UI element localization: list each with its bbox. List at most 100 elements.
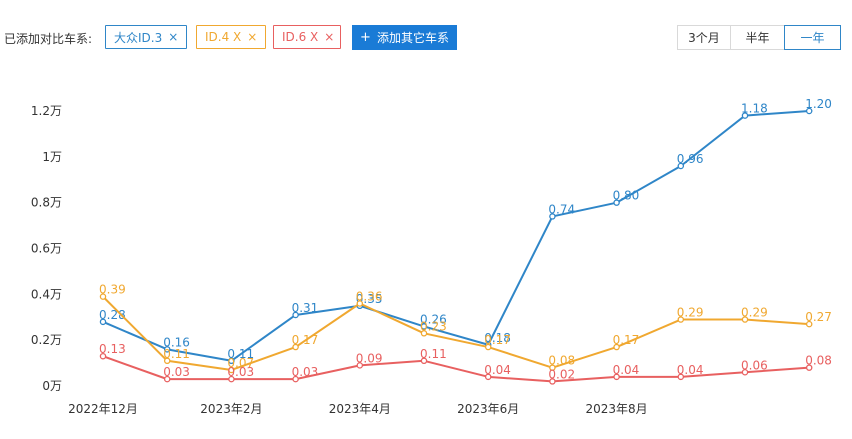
data-label: 0.06: [741, 358, 768, 372]
data-point: [99, 293, 107, 300]
data-point: [741, 368, 749, 376]
data-point: [228, 366, 235, 374]
data-point: [613, 199, 620, 206]
data-point: [677, 162, 685, 170]
data-point: [228, 375, 235, 383]
data-point: [805, 107, 813, 115]
data-label: 0.03: [227, 365, 254, 379]
close-icon[interactable]: ×: [247, 30, 258, 44]
data-point: [228, 357, 235, 365]
series-chip-id4x[interactable]: ID.4 X ×: [196, 25, 266, 49]
data-label: 0.04: [613, 363, 640, 377]
data-label: 0.03: [292, 365, 319, 379]
data-label: 0.23: [420, 319, 447, 333]
series-chip-id3[interactable]: 大众ID.3 ×: [105, 25, 187, 49]
data-label: 0.09: [356, 351, 383, 365]
data-label: 0.17: [292, 333, 319, 347]
data-label: 0.27: [805, 310, 832, 324]
plus-icon: +: [360, 30, 371, 45]
data-label: 0.96: [677, 152, 704, 166]
data-label: 0.03: [163, 365, 190, 379]
y-tick-label: 1万: [42, 150, 62, 164]
y-tick-label: 0.2万: [31, 333, 62, 347]
data-point: [805, 320, 813, 328]
data-label: 0.07: [227, 356, 254, 370]
x-tick-label: 2023年8月: [586, 402, 648, 416]
data-point: [292, 375, 299, 383]
data-point: [613, 373, 620, 381]
x-tick-label: 2023年2月: [200, 402, 262, 416]
data-point: [356, 300, 364, 307]
data-point: [677, 373, 685, 381]
data-label: 0.11: [163, 347, 190, 361]
data-label: 0.11: [420, 347, 447, 361]
data-point: [805, 364, 813, 371]
data-point: [420, 323, 428, 330]
data-label: 0.08: [805, 354, 832, 368]
data-point: [163, 357, 171, 365]
data-point: [484, 343, 492, 351]
data-point: [163, 375, 171, 383]
data-label: 0.11: [227, 347, 254, 361]
series-chip-label: ID.4 X: [205, 30, 242, 44]
data-label: 0.02: [548, 367, 575, 381]
data-point: [420, 357, 428, 365]
close-icon[interactable]: ×: [168, 30, 179, 44]
data-point: [356, 362, 364, 369]
range-3-months-button[interactable]: 3个月: [677, 25, 731, 50]
add-series-button[interactable]: + 添加其它车系: [352, 25, 457, 50]
data-label: 0.13: [99, 342, 126, 356]
data-label: 0.08: [548, 354, 575, 368]
data-point: [292, 311, 299, 319]
series-chip-id6x[interactable]: ID.6 X ×: [273, 25, 341, 49]
data-point: [99, 352, 107, 360]
data-label: 1.18: [741, 102, 768, 116]
data-point: [549, 213, 556, 220]
x-tick-label: 2022年12月: [68, 402, 138, 416]
data-label: 0.18: [484, 331, 511, 345]
data-label: 0.31: [292, 301, 319, 315]
data-label: 0.26: [420, 312, 447, 326]
data-label: 0.29: [677, 306, 704, 320]
compare-label: 已添加对比车系:: [4, 32, 93, 46]
data-label: 0.74: [548, 202, 575, 216]
data-point: [99, 318, 107, 326]
series-chip-label: ID.6 X: [282, 30, 319, 44]
data-point: [484, 373, 492, 381]
y-tick-label: 0万: [42, 379, 62, 393]
data-point: [677, 316, 685, 323]
series-line: [102, 295, 810, 371]
series-line: [102, 110, 810, 362]
data-point: [741, 112, 749, 119]
range-one-year-button[interactable]: 一年: [784, 25, 841, 50]
data-label: 0.04: [484, 363, 511, 377]
data-label: 0.16: [163, 335, 190, 349]
data-label: 0.29: [741, 306, 768, 320]
data-label: 0.39: [99, 283, 126, 297]
data-point: [420, 330, 428, 337]
chart-toolbar: 已添加对比车系: 大众ID.3 × ID.4 X × ID.6 X × + 添加…: [0, 0, 852, 76]
x-tick-label: 2023年6月: [457, 402, 519, 416]
y-tick-label: 0.8万: [31, 196, 62, 210]
range-half-year-button[interactable]: 半年: [730, 25, 785, 50]
data-label: 1.20: [805, 97, 832, 111]
data-point: [163, 346, 171, 353]
add-series-label: 添加其它车系: [376, 31, 449, 45]
y-tick-label: 0.6万: [31, 242, 62, 256]
y-tick-label: 0.4万: [31, 287, 62, 301]
data-point: [549, 378, 556, 385]
data-label: 0.80: [613, 189, 640, 203]
data-label: 0.36: [356, 290, 383, 304]
data-point: [613, 343, 620, 351]
data-label: 0.17: [484, 333, 511, 347]
series-chip-label: 大众ID.3: [114, 30, 163, 45]
x-tick-label: 2023年4月: [329, 402, 391, 416]
data-point: [549, 364, 556, 371]
y-tick-label: 1.2万: [31, 104, 62, 118]
series-line: [102, 355, 810, 383]
data-point: [292, 343, 299, 351]
data-label: 0.17: [613, 333, 640, 347]
close-icon[interactable]: ×: [324, 30, 335, 44]
data-label: 0.04: [677, 363, 704, 377]
